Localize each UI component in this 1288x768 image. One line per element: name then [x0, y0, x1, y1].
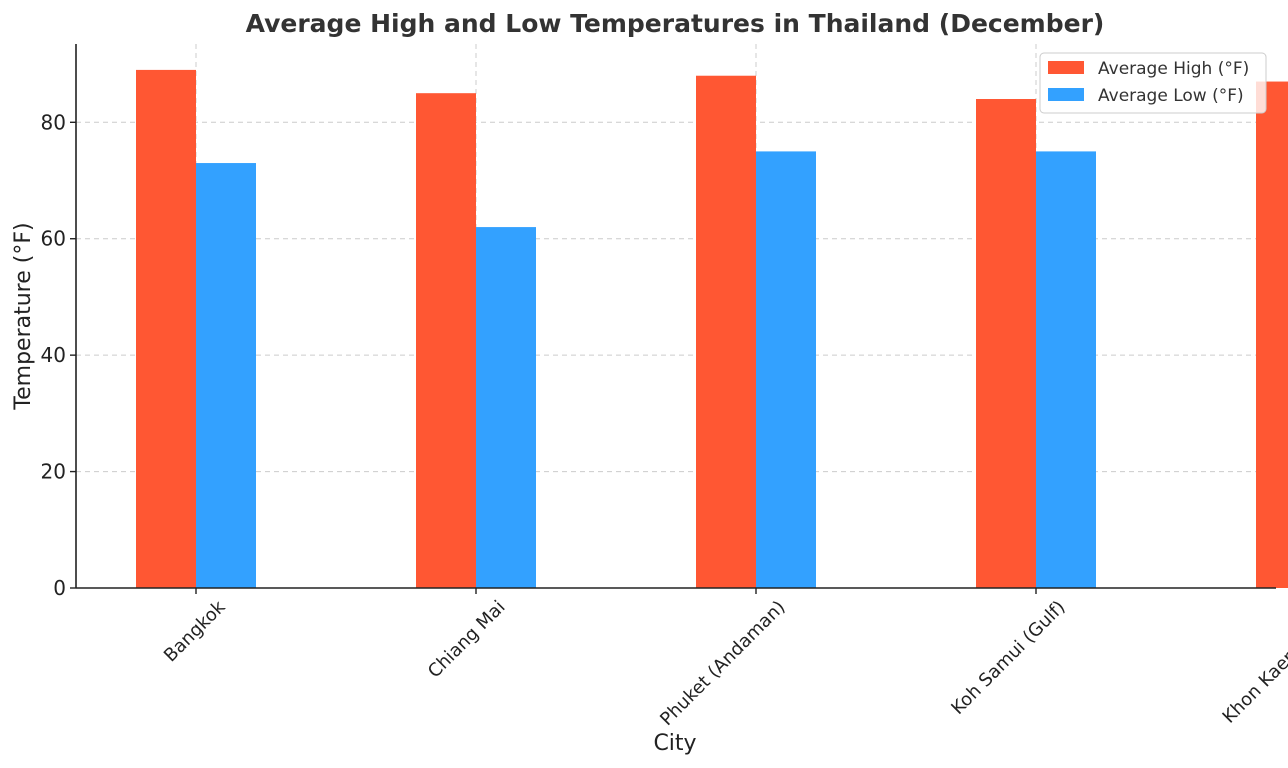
axes	[75, 44, 1276, 589]
y-tick-label-1: 20	[41, 460, 66, 484]
x-tick-label-0: Bangkok	[160, 596, 230, 666]
legend: Average High (°F) Average Low (°F)	[1039, 52, 1267, 114]
bar-low-2	[756, 151, 816, 588]
x-ticks: Bangkok Chiang Mai Phuket (Andaman) Koh Sam…	[160, 588, 1288, 730]
y-tick-label-4: 80	[41, 110, 66, 134]
x-tick-label-3: Koh Samui (Gulf)	[947, 597, 1069, 719]
y-ticks: 0 20 40 60 80	[41, 110, 76, 600]
x-tick-label-1: Chiang Mai	[424, 597, 510, 683]
gridlines	[76, 44, 1276, 588]
legend-label-0: Average High (°F)	[1098, 59, 1249, 79]
x-axis-label: City	[653, 731, 696, 756]
legend-label-1: Average Low (°F)	[1098, 86, 1244, 106]
x-tick-label-4: Khon Kaen (Isaan)	[1219, 597, 1288, 728]
y-axis-label: Temperature (°F)	[11, 222, 36, 410]
legend-frame	[1039, 52, 1267, 114]
chart-title: Average High and Low Temperatures in Tha…	[246, 9, 1105, 38]
bar-low-3	[1036, 151, 1096, 588]
y-tick-label-0: 0	[53, 576, 66, 600]
bars	[136, 69, 1288, 589]
y-tick-label-2: 40	[41, 343, 66, 367]
y-tick-label-3: 60	[41, 227, 66, 251]
bar-high-4	[1256, 81, 1288, 588]
bar-low-0	[196, 163, 256, 588]
bar-high-3	[976, 99, 1036, 589]
bar-high-2	[696, 75, 756, 588]
bar-high-1	[416, 93, 476, 588]
legend-swatch-1	[1048, 88, 1084, 101]
x-tick-label-2: Phuket (Andaman)	[656, 597, 789, 730]
bar-low-1	[476, 227, 536, 589]
legend-swatch-0	[1048, 61, 1084, 74]
bar-high-0	[136, 69, 196, 588]
